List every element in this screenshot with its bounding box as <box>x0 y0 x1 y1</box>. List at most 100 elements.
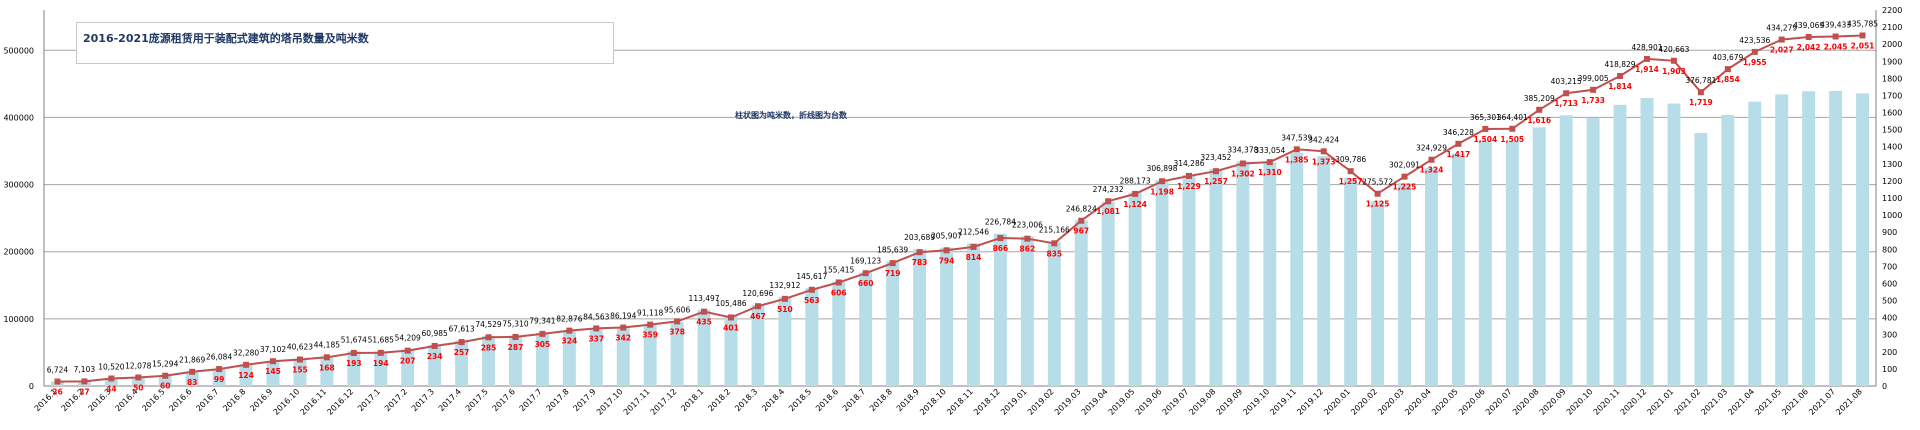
bar <box>670 321 684 386</box>
line-marker <box>889 260 896 267</box>
bar-data-label: 439,433 <box>1820 20 1851 29</box>
bar <box>1236 161 1250 386</box>
line-data-label: 234 <box>427 352 443 361</box>
line-marker <box>1320 148 1327 155</box>
line-data-label: 1,903 <box>1662 67 1686 76</box>
y-right-tick-label: 2000 <box>1882 40 1902 49</box>
line-data-label: 207 <box>400 357 416 366</box>
bar <box>697 309 711 386</box>
line-marker <box>1239 160 1246 167</box>
y-right-tick-label: 900 <box>1882 228 1897 237</box>
bar <box>940 247 953 386</box>
y-right-tick-label: 1300 <box>1882 160 1902 169</box>
line-marker <box>1751 48 1758 55</box>
bar <box>967 243 980 386</box>
bar-data-label: 44,185 <box>314 340 340 349</box>
line-marker <box>512 333 519 340</box>
x-tick-label: 2019.12 <box>1295 387 1325 417</box>
bar-data-label: 403,679 <box>1712 53 1743 62</box>
bar <box>1317 156 1331 386</box>
bar-data-label: 40,623 <box>287 343 313 352</box>
line-marker <box>81 378 88 385</box>
bar-data-label: 347,539 <box>1281 133 1312 142</box>
bar-data-label: 439,069 <box>1793 21 1824 30</box>
line-marker <box>1078 217 1085 224</box>
line-data-label: 2,051 <box>1851 41 1875 50</box>
line-data-label: 435 <box>696 318 712 327</box>
bar-data-label: 365,301 <box>1470 113 1501 122</box>
y-right-tick-label: 1100 <box>1882 194 1902 203</box>
x-tick-label: 2018.3 <box>733 387 759 413</box>
line-data-label: 1,125 <box>1366 200 1390 209</box>
line-marker <box>781 295 788 302</box>
line-marker <box>1536 106 1543 113</box>
x-tick-label: 2018.11 <box>945 387 975 417</box>
bar <box>1694 133 1708 386</box>
x-tick-label: 2020.12 <box>1619 387 1649 417</box>
line-marker <box>350 350 357 357</box>
y-right-tick-label: 1900 <box>1882 57 1902 66</box>
line-data-label: 510 <box>777 305 793 314</box>
bar-data-label: 346,228 <box>1443 128 1474 137</box>
y-right-tick-label: 1400 <box>1882 143 1902 152</box>
line-marker <box>754 303 761 310</box>
bar-data-label: 418,829 <box>1605 60 1636 69</box>
bar-data-label: 324,929 <box>1416 144 1447 153</box>
bar-data-label: 79,341 <box>529 317 555 326</box>
bar <box>1263 162 1277 386</box>
bar-data-label: 275,572 <box>1362 178 1393 187</box>
line-data-label: 60 <box>160 382 170 391</box>
bar <box>778 296 792 386</box>
line-marker <box>1186 172 1192 179</box>
x-tick-label: 2017.11 <box>622 387 652 417</box>
x-tick-label: 2019.06 <box>1134 387 1164 417</box>
x-tick-label: 2019.02 <box>1026 387 1056 417</box>
x-tick-label: 2017.1 <box>356 387 382 413</box>
line-marker <box>1644 55 1650 62</box>
line-marker <box>135 374 142 381</box>
bar-data-label: 10,520 <box>98 362 124 371</box>
line-marker <box>1724 66 1731 73</box>
line-data-label: 1,854 <box>1716 75 1740 84</box>
bar <box>913 249 927 386</box>
line-data-label: 1,955 <box>1743 58 1767 67</box>
bar-data-label: 403,215 <box>1551 77 1582 86</box>
bar <box>239 364 253 386</box>
x-tick-label: 2020.08 <box>1511 387 1541 417</box>
line-data-label: 967 <box>1073 227 1089 236</box>
bar <box>751 304 765 386</box>
x-tick-label: 2021.06 <box>1780 387 1810 417</box>
x-tick-label: 2016.12 <box>325 387 355 417</box>
line-data-label: 1,229 <box>1177 182 1201 191</box>
line-marker <box>431 343 438 350</box>
x-tick-label: 2020.05 <box>1430 387 1460 417</box>
bar-data-label: 333,054 <box>1254 146 1285 155</box>
bar <box>1586 118 1600 386</box>
line-marker <box>701 308 708 315</box>
line-marker <box>1805 34 1812 41</box>
x-tick-label: 2018.6 <box>814 387 840 413</box>
bar <box>374 351 388 386</box>
y-right-tick-label: 2200 <box>1882 6 1902 15</box>
bar <box>428 345 442 386</box>
line-marker <box>1401 173 1408 180</box>
bar-data-label: 84,563 <box>583 312 609 321</box>
bar <box>1613 104 1627 386</box>
bar-data-label: 205,907 <box>931 232 962 241</box>
line-data-label: 378 <box>669 327 685 336</box>
line-data-label: 193 <box>346 359 362 368</box>
x-tick-label: 2019.09 <box>1215 387 1245 417</box>
bar-data-label: 132,912 <box>769 281 800 290</box>
y-right-tick-label: 1700 <box>1882 91 1902 100</box>
bar-data-label: 86,194 <box>610 312 636 321</box>
x-tick-label: 2019.05 <box>1107 387 1137 417</box>
bar <box>347 351 361 386</box>
y-left-tick-label: 100000 <box>3 315 34 324</box>
line-marker <box>108 375 115 382</box>
chart-note: 柱状图为吨米数，折线图为台数 <box>735 111 847 120</box>
bar-data-label: 51,685 <box>368 335 394 344</box>
line-data-label: 1,225 <box>1393 183 1417 192</box>
bar-data-label: 54,209 <box>395 334 421 343</box>
line-data-label: 1,257 <box>1339 177 1363 186</box>
